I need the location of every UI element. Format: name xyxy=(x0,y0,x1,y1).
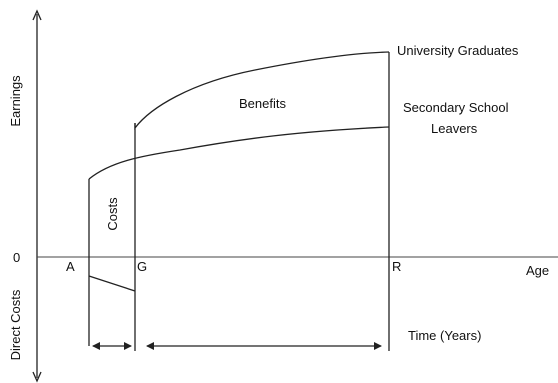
y-axis-direct-costs-label: Direct Costs xyxy=(8,289,23,360)
graduates-earnings-curve xyxy=(134,51,390,130)
x-axis-age-label: Age xyxy=(526,263,549,278)
vertical-axis-bottom-arrow xyxy=(32,371,42,383)
point-g-label: G xyxy=(137,259,147,274)
direct-costs-line xyxy=(88,275,136,292)
point-a-label: A xyxy=(66,259,75,274)
vertical-axis-top-arrow xyxy=(32,9,42,21)
leavers-label-line2: Leavers xyxy=(431,121,478,136)
graduates-label: University Graduates xyxy=(397,43,519,58)
leavers-earnings-curve xyxy=(88,126,390,180)
y-axis-earnings-label: Earnings xyxy=(8,75,23,127)
leavers-label-line1: Secondary School xyxy=(403,100,509,115)
zero-label: 0 xyxy=(13,250,20,265)
point-r-label: R xyxy=(392,259,401,274)
benefits-label: Benefits xyxy=(239,96,286,111)
time-label: Time (Years) xyxy=(408,328,481,343)
costs-label: Costs xyxy=(105,197,120,231)
